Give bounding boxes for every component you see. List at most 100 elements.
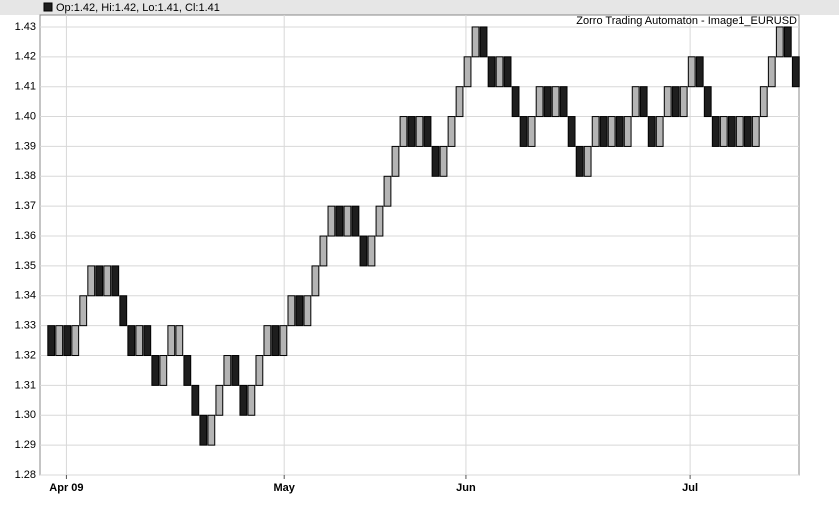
brick (327, 205, 336, 237)
brick (607, 116, 616, 147)
brick (191, 384, 200, 416)
brick (623, 116, 632, 147)
brick (47, 325, 56, 357)
y-tick-label: 1.30 (15, 409, 36, 421)
brick (559, 86, 568, 118)
brick (631, 86, 640, 118)
brick (511, 86, 520, 118)
brick (647, 116, 656, 147)
brick (143, 325, 152, 357)
brick (271, 325, 280, 357)
brick (263, 325, 272, 357)
y-tick-label: 1.40 (15, 110, 36, 122)
brick (455, 86, 464, 118)
brick (95, 265, 104, 297)
brick (79, 295, 88, 327)
brick (359, 235, 368, 267)
brick (639, 86, 648, 118)
y-tick-label: 1.31 (15, 379, 36, 391)
brick (215, 384, 224, 416)
brick (351, 205, 360, 237)
brick (679, 86, 688, 118)
brick (727, 116, 736, 147)
brick (767, 56, 776, 88)
brick (703, 86, 712, 118)
brick (551, 86, 560, 118)
brick (447, 116, 456, 147)
brick (471, 26, 480, 58)
brick (487, 56, 496, 88)
brick (319, 235, 328, 267)
y-tick-label: 1.29 (15, 439, 36, 451)
brick (655, 116, 664, 147)
brick (407, 116, 416, 147)
brick (399, 116, 408, 147)
brick (119, 295, 128, 327)
brick (151, 355, 160, 386)
brick (775, 26, 784, 58)
brick (287, 295, 296, 327)
y-tick-label: 1.42 (15, 51, 36, 63)
brick (751, 116, 760, 147)
header-bar (0, 0, 839, 15)
y-tick-label: 1.37 (15, 200, 36, 212)
y-tick-label: 1.32 (15, 349, 36, 361)
brick (87, 265, 96, 297)
x-tick-label: Jul (682, 482, 698, 494)
brick (735, 116, 744, 147)
brick (543, 86, 552, 118)
x-tick-label: Jun (456, 482, 476, 494)
y-tick-label: 1.39 (15, 140, 36, 152)
x-tick-label: Apr 09 (49, 482, 83, 494)
brick (671, 86, 680, 118)
y-tick-label: 1.34 (15, 290, 36, 302)
brick (711, 116, 720, 147)
brick (135, 325, 144, 357)
brick (527, 116, 536, 147)
brick (519, 116, 528, 147)
plot-area (39, 14, 800, 476)
brick (575, 145, 584, 177)
brick (183, 355, 192, 386)
brick (207, 414, 216, 446)
brick (239, 384, 248, 416)
brick (111, 265, 120, 297)
brick (495, 56, 504, 88)
brick (383, 175, 392, 207)
brick (439, 145, 448, 177)
y-tick-label: 1.33 (15, 320, 36, 332)
brick (367, 235, 376, 267)
brick (311, 265, 320, 297)
brick (719, 116, 728, 147)
brick (743, 116, 752, 147)
brick (375, 205, 384, 237)
brick (591, 116, 600, 147)
brick (479, 26, 488, 58)
brick (583, 145, 592, 177)
brick (279, 325, 288, 357)
y-tick-label: 1.38 (15, 170, 36, 182)
y-tick-label: 1.41 (15, 81, 36, 93)
brick (103, 265, 112, 297)
brick (423, 116, 432, 147)
brick (343, 205, 352, 237)
y-tick-label: 1.35 (15, 260, 36, 272)
y-tick-label: 1.28 (15, 469, 36, 481)
brick (55, 325, 64, 357)
brick (159, 355, 168, 386)
brick (503, 56, 512, 88)
brick (199, 414, 208, 446)
y-tick-label: 1.43 (15, 21, 36, 33)
brick (615, 116, 624, 147)
brick (231, 355, 240, 386)
brick (791, 56, 800, 88)
brick (391, 145, 400, 177)
x-tick-label: May (273, 482, 295, 494)
brick (127, 325, 136, 357)
brick (535, 86, 544, 118)
brick (303, 295, 312, 327)
brick (335, 205, 344, 237)
brick (167, 325, 176, 357)
brick (175, 325, 184, 357)
